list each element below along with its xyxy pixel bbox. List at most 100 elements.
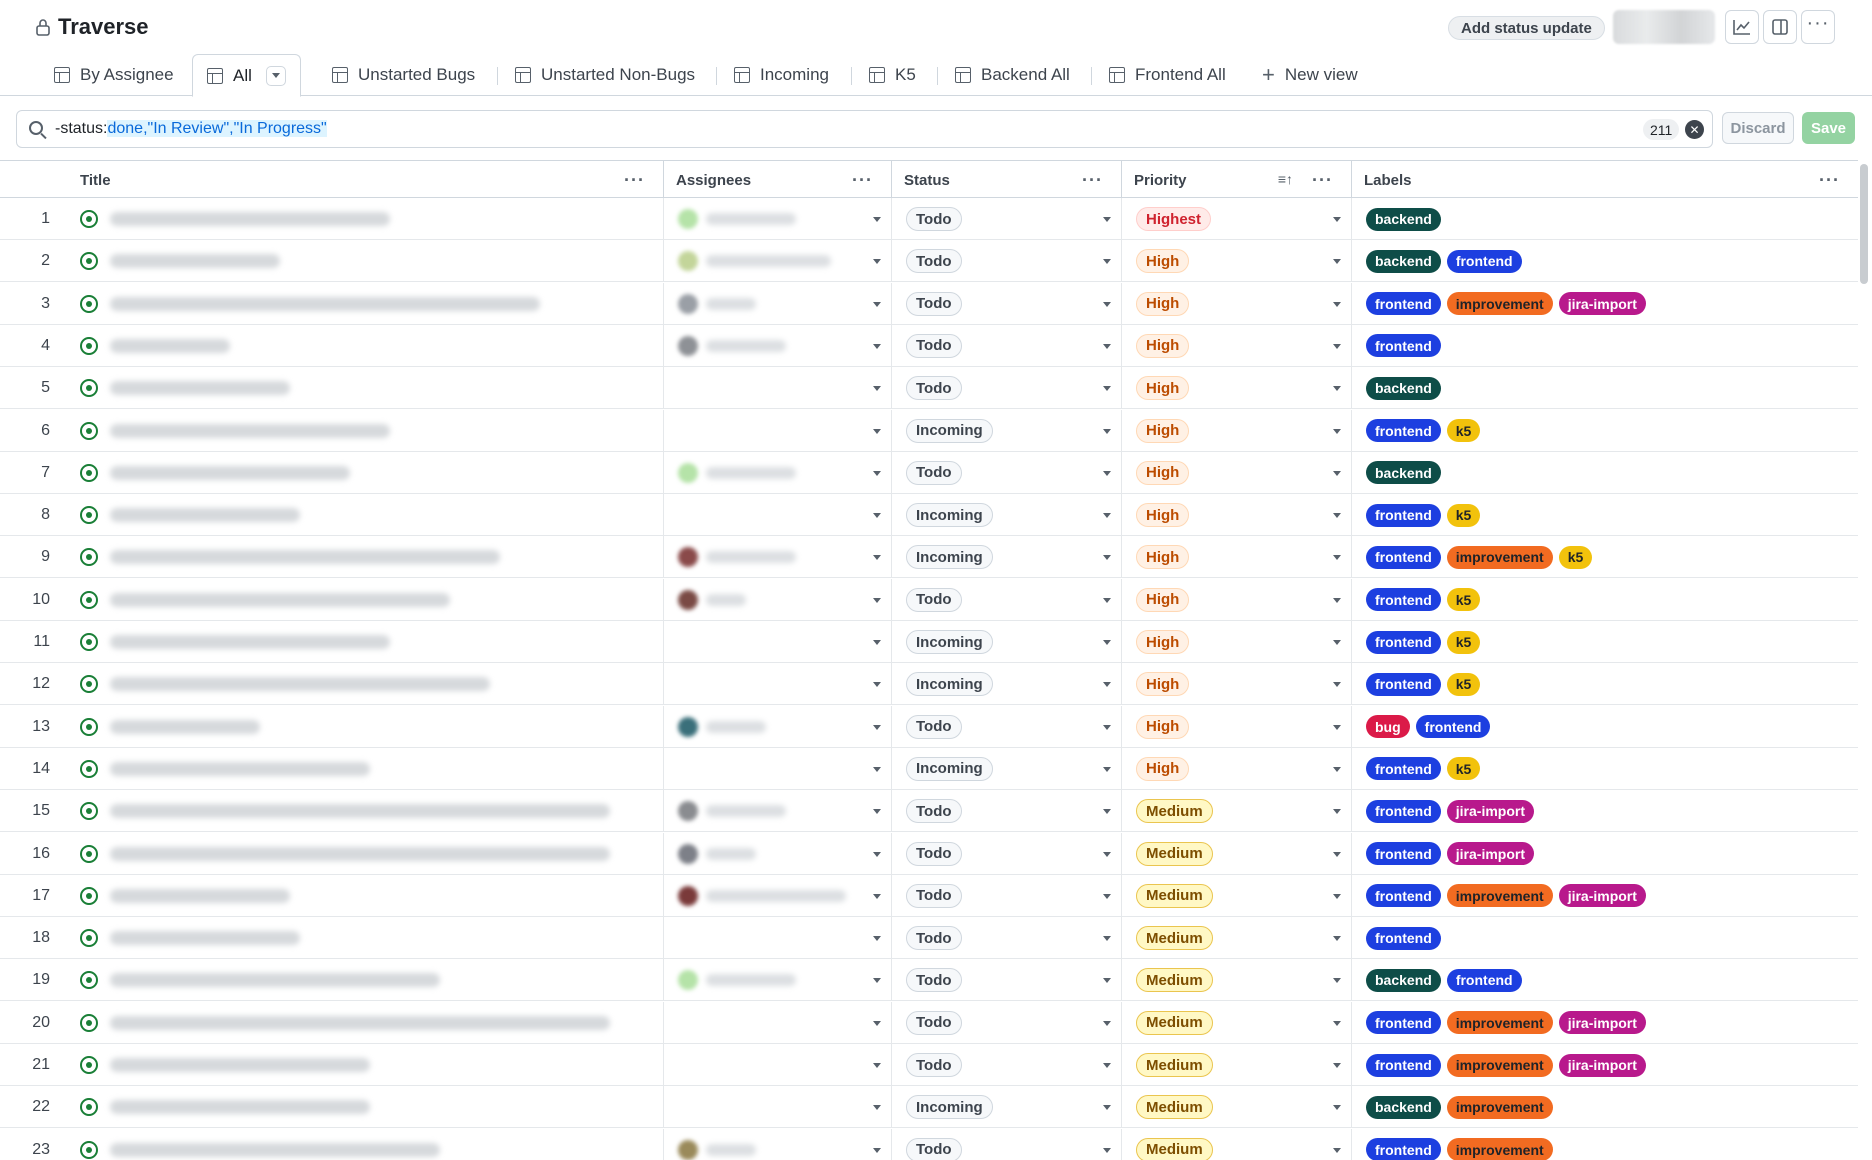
dropdown-caret-icon[interactable] [1103, 978, 1111, 984]
label-frontend[interactable]: frontend [1366, 1053, 1441, 1077]
labels-cell[interactable]: frontend [1352, 325, 1858, 367]
discard-button[interactable]: Discard [1722, 112, 1794, 144]
tab-unstarted-bugs[interactable]: Unstarted Bugs [332, 54, 475, 96]
dropdown-caret-icon[interactable] [873, 809, 881, 815]
dropdown-caret-icon[interactable] [1103, 1147, 1111, 1153]
dropdown-caret-icon[interactable] [1103, 851, 1111, 857]
dropdown-caret-icon[interactable] [1333, 809, 1341, 815]
title-cell[interactable] [68, 1128, 664, 1160]
dropdown-caret-icon[interactable] [1103, 893, 1111, 899]
status-cell[interactable]: Incoming [892, 494, 1122, 537]
title-cell[interactable] [68, 705, 664, 748]
labels-cell[interactable]: frontend improvement jira-import [1352, 875, 1858, 917]
priority-cell[interactable]: High [1122, 240, 1352, 283]
dropdown-caret-icon[interactable] [1103, 809, 1111, 815]
status-cell[interactable]: Todo [892, 240, 1122, 283]
assignees-cell[interactable] [664, 240, 892, 283]
dropdown-caret-icon[interactable] [873, 513, 881, 519]
status-cell[interactable]: Todo [892, 578, 1122, 621]
table-row[interactable]: 17 Todo Medium frontend improvement jira-impo… [0, 874, 1858, 917]
dropdown-caret-icon[interactable] [873, 470, 881, 476]
vertical-scrollbar[interactable] [1860, 164, 1868, 284]
redacted-issue-title[interactable] [110, 423, 390, 438]
labels-cell[interactable]: backend [1352, 452, 1858, 494]
dropdown-caret-icon[interactable] [873, 936, 881, 942]
labels-cell[interactable]: frontend improvement k5 [1352, 536, 1858, 578]
labels-cell[interactable]: frontend k5 [1352, 494, 1858, 536]
label-frontend[interactable]: frontend [1366, 1138, 1441, 1160]
redacted-issue-title[interactable] [110, 846, 610, 861]
dropdown-caret-icon[interactable] [1103, 217, 1111, 222]
title-cell[interactable] [68, 917, 664, 960]
status-cell[interactable]: Incoming [892, 1086, 1122, 1129]
dropdown-caret-icon[interactable] [1333, 766, 1341, 772]
table-row[interactable]: 7 Todo High backend [0, 451, 1858, 494]
priority-cell[interactable]: Medium [1122, 832, 1352, 875]
label-k5[interactable]: k5 [1446, 503, 1481, 527]
dropdown-caret-icon[interactable] [1333, 893, 1341, 899]
dropdown-caret-icon[interactable] [1103, 1020, 1111, 1026]
labels-cell[interactable]: frontend improvement jira-import [1352, 283, 1858, 325]
table-row[interactable]: 22 Incoming Medium backend improvement [0, 1086, 1858, 1129]
label-backend[interactable]: backend [1366, 1095, 1441, 1119]
table-row[interactable]: 19 Todo Medium backend frontend [0, 959, 1858, 1002]
priority-cell[interactable]: Medium [1122, 1044, 1352, 1086]
column-menu-icon[interactable]: ··· [624, 170, 645, 190]
label-backend[interactable]: backend [1366, 249, 1441, 273]
status-cell[interactable]: Todo [892, 451, 1122, 494]
filter-input[interactable]: -status:done,"In Review","In Progress" 2… [16, 110, 1713, 148]
dropdown-caret-icon[interactable] [1103, 259, 1111, 265]
labels-cell[interactable]: frontend k5 [1352, 748, 1858, 790]
title-cell[interactable] [68, 578, 664, 621]
dropdown-caret-icon[interactable] [873, 851, 881, 857]
redacted-issue-title[interactable] [110, 508, 300, 523]
priority-cell[interactable]: High [1122, 747, 1352, 790]
status-cell[interactable]: Todo [892, 198, 1122, 240]
dropdown-caret-icon[interactable] [1333, 1020, 1341, 1026]
dropdown-caret-icon[interactable] [1103, 555, 1111, 561]
label-k5[interactable]: k5 [1446, 672, 1481, 696]
column-header-labels[interactable]: Labels ··· [1352, 161, 1858, 199]
priority-cell[interactable]: High [1122, 578, 1352, 621]
table-row[interactable]: 15 Todo Medium frontend jira-import [0, 790, 1858, 833]
table-row[interactable]: 18 Todo Medium frontend [0, 917, 1858, 960]
title-cell[interactable] [68, 367, 664, 410]
assignees-cell[interactable] [664, 663, 892, 706]
table-row[interactable]: 20 Todo Medium frontend improvement jira-impo… [0, 1001, 1858, 1044]
status-cell[interactable]: Todo [892, 917, 1122, 960]
dropdown-caret-icon[interactable] [1333, 470, 1341, 476]
dropdown-caret-icon[interactable] [1333, 217, 1341, 222]
label-improvement[interactable]: improvement [1446, 292, 1553, 316]
status-cell[interactable]: Todo [892, 1001, 1122, 1044]
label-frontend[interactable]: frontend [1366, 842, 1441, 865]
dropdown-caret-icon[interactable] [1103, 766, 1111, 772]
priority-cell[interactable]: High [1122, 663, 1352, 706]
status-cell[interactable]: Incoming [892, 747, 1122, 790]
dropdown-caret-icon[interactable] [1103, 1063, 1111, 1068]
dropdown-caret-icon[interactable] [873, 978, 881, 984]
label-k5[interactable]: k5 [1446, 588, 1481, 612]
redacted-issue-title[interactable] [110, 592, 450, 607]
dropdown-caret-icon[interactable] [1333, 640, 1341, 645]
table-row[interactable]: 9 Incoming High frontend improvement k5 [0, 536, 1858, 579]
title-cell[interactable] [68, 198, 664, 240]
dropdown-caret-icon[interactable] [873, 682, 881, 688]
label-frontend[interactable]: frontend [1366, 503, 1441, 527]
dropdown-caret-icon[interactable] [1333, 259, 1341, 265]
title-cell[interactable] [68, 874, 664, 917]
label-bug[interactable]: bug [1366, 715, 1410, 739]
table-row[interactable]: 8 Incoming High frontend k5 [0, 494, 1858, 537]
label-frontend[interactable]: frontend [1366, 334, 1441, 358]
redacted-issue-title[interactable] [110, 212, 390, 226]
tab-by-assignee[interactable]: By Assignee [54, 54, 174, 96]
status-cell[interactable]: Incoming [892, 621, 1122, 663]
status-cell[interactable]: Todo [892, 832, 1122, 875]
title-cell[interactable] [68, 1001, 664, 1044]
status-cell[interactable]: Todo [892, 367, 1122, 410]
priority-cell[interactable]: High [1122, 536, 1352, 579]
dropdown-caret-icon[interactable] [1103, 682, 1111, 688]
status-cell[interactable]: Todo [892, 282, 1122, 325]
redacted-issue-title[interactable] [110, 296, 540, 311]
label-improvement[interactable]: improvement [1446, 545, 1553, 569]
table-row[interactable]: 16 Todo Medium frontend jira-import [0, 832, 1858, 875]
